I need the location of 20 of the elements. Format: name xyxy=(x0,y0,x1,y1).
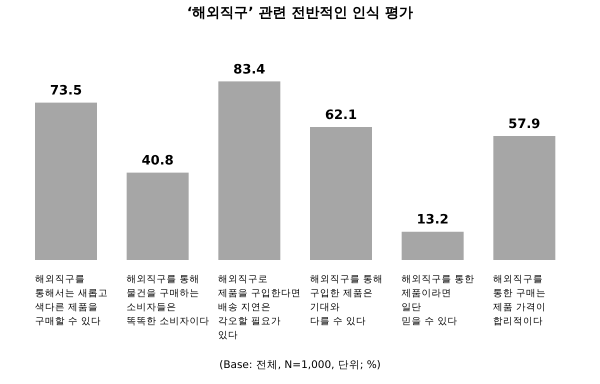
bar xyxy=(126,172,189,260)
x-tick-label: 해외직구를 통해 구입한 제품은 기대와 다를 수 있다 xyxy=(310,274,383,327)
text: (Base: 전체, N=1,000, 단위; %) xyxy=(218,358,382,372)
bar xyxy=(35,102,97,260)
chart-title: ‘해외직구’ 관련 전반적인 인식 평가 xyxy=(186,4,414,22)
x-tick-label: 해외직구를 통한 제품이라면 일단 믿을 수 있다 xyxy=(402,274,475,327)
x-tick-label: 해외직구로 제품을 구입한다면 배송 지연은 각오할 필요가 있다 xyxy=(218,274,302,341)
data-label: 40.8 xyxy=(142,154,174,169)
data-label: 13.2 xyxy=(416,212,449,228)
bar xyxy=(493,136,556,260)
x-tick-label: 해외직구를 통해 물건을 구매하는 소비자들은 똑똑한 소비자이다 xyxy=(126,274,210,327)
data-label: 62.1 xyxy=(324,108,358,124)
x-tick-label: 해외직구를 통한 구매는 제품 가격이 합리적이다 xyxy=(493,274,546,327)
bar xyxy=(310,127,372,260)
bar xyxy=(218,81,280,260)
data-label: 57.9 xyxy=(508,117,540,132)
bar xyxy=(402,232,464,260)
data-label: 73.5 xyxy=(50,84,82,99)
data-label: 83.4 xyxy=(233,62,266,78)
x-tick-label: 해외직구를 통해서는 새롭고 색다른 제품을 구매할 수 있다 xyxy=(34,274,108,327)
